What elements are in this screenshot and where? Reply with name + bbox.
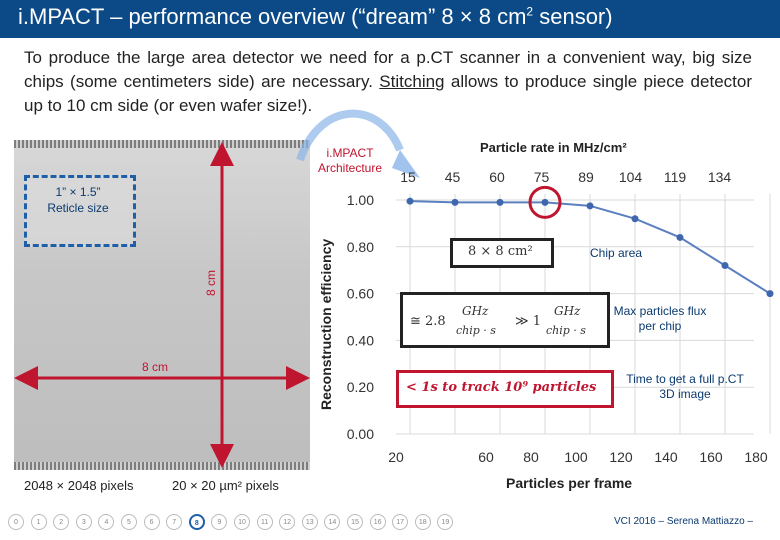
title-end: sensor) — [533, 4, 613, 29]
chart-title: Particle rate in MHz/cm² — [480, 140, 627, 155]
reticle-box — [24, 175, 136, 247]
pager-dot[interactable]: 1 — [30, 514, 47, 530]
pager-dot[interactable]: 6 — [143, 514, 160, 530]
intro-after: allows to produce single piece detector … — [24, 72, 752, 115]
title-accent: i.MPACT — [18, 4, 104, 29]
data-point — [541, 198, 549, 206]
flux-label: Max particles flux per chip — [613, 304, 707, 333]
time-box — [396, 370, 614, 408]
pager-dot[interactable]: 19 — [437, 514, 454, 530]
x-tick-label: 120 — [609, 449, 633, 465]
reticle-label: 1” × 1.5” Reticle size — [28, 184, 128, 216]
slide-title: i.MPACT – performance overview (“dream” … — [18, 4, 613, 30]
y-tick-label: 0.80 — [347, 239, 374, 255]
y-tick-label: 0.00 — [347, 426, 374, 442]
pixel-pitch-label: 20 × 20 µm² pixels — [172, 478, 279, 493]
time-label: Time to get a full p.CT 3D image — [626, 372, 744, 401]
pager-dot[interactable]: 4 — [98, 514, 115, 530]
data-point — [766, 290, 774, 298]
chip-area-box — [450, 238, 554, 268]
top-tick-label: 15 — [400, 169, 416, 185]
pager-dot[interactable]: 10 — [234, 514, 250, 530]
reticle-label-text: Reticle size — [47, 201, 109, 215]
chip-edge-top — [14, 140, 310, 148]
stitching-link[interactable]: Stitching — [379, 72, 445, 91]
chart-xlabel: Particles per frame — [506, 475, 633, 491]
architecture-curve-arrow — [296, 109, 404, 162]
chip-area-box-text: 8 × 8 cm² — [468, 244, 533, 259]
pager-dot[interactable]: 5 — [121, 514, 137, 530]
pager-dot[interactable]: 3 — [75, 514, 92, 530]
title-sup: 2 — [526, 4, 534, 19]
data-point — [451, 198, 459, 206]
data-point — [586, 202, 594, 210]
y-tick-label: 0.60 — [347, 286, 374, 302]
pager-dot[interactable]: 0 — [8, 514, 24, 530]
x-tick-label: 180 — [744, 449, 768, 465]
pager-dot[interactable]: 7 — [166, 514, 183, 530]
x-tick-label: 60 — [478, 449, 494, 465]
architecture-arrow-head — [392, 150, 420, 178]
pager-dot[interactable]: 12 — [279, 514, 296, 530]
y-tick-label: 1.00 — [347, 192, 374, 208]
flux-box-ghz1: GHz — [462, 304, 489, 318]
width-label: 8 cm — [142, 360, 169, 374]
x-tick-label: 160 — [699, 449, 723, 465]
highlight-circle — [528, 185, 562, 219]
chip-edge-bottom — [14, 462, 310, 470]
architecture-line1: i.MPACT — [326, 146, 374, 160]
pager-dot[interactable]: 17 — [392, 514, 409, 530]
top-tick-label: 119 — [664, 169, 687, 185]
data-point — [496, 198, 504, 206]
pager-dot[interactable]: 8 — [188, 514, 205, 530]
data-point — [721, 262, 729, 270]
top-tick-label: 45 — [445, 169, 461, 185]
top-tick-label: 60 — [489, 169, 505, 185]
flux-box — [400, 292, 610, 348]
pager-dot[interactable]: 15 — [347, 514, 363, 530]
flux-box-unit1: chip · s — [456, 324, 496, 337]
pager-dot[interactable]: 2 — [53, 514, 70, 530]
y-tick-label: 0.40 — [347, 332, 374, 348]
reticle-label-size: 1” × 1.5” — [55, 185, 101, 199]
flux-box-gg: ≫ 1 — [515, 314, 542, 329]
top-tick-label: 75 — [534, 169, 550, 185]
top-tick-label: 134 — [708, 169, 732, 185]
top-tick-label: 104 — [619, 169, 643, 185]
x-tick-label: 20 — [388, 449, 404, 465]
intro-paragraph: To produce the large area detector we ne… — [24, 46, 752, 118]
x-tick-label: 100 — [564, 449, 588, 465]
slide-header: i.MPACT – performance overview (“dream” … — [0, 0, 780, 38]
flux-box-approx: ≅ 2.8 — [410, 314, 446, 329]
top-tick-label: 89 — [578, 169, 594, 185]
title-rest: – performance overview (“dream” 8 × 8 cm — [103, 4, 527, 29]
flux-box-ghz2: GHz — [554, 304, 581, 318]
pager-dot[interactable]: 18 — [414, 514, 431, 530]
time-box-text: < 1s to track 10⁹ particles — [406, 380, 597, 395]
pixel-count-label: 2048 × 2048 pixels — [24, 478, 134, 493]
x-tick-label: 140 — [654, 449, 678, 465]
x-tick-label: 80 — [523, 449, 539, 465]
data-point — [631, 215, 639, 223]
pager-dot[interactable]: 16 — [369, 514, 386, 530]
intro-before: To produce the large area detector we ne… — [24, 48, 752, 91]
y-tick-label: 0.20 — [347, 379, 374, 395]
pager-dot[interactable]: 14 — [324, 514, 341, 530]
footer-credit: VCI 2016 – Serena Mattiazzo – — [614, 516, 753, 527]
pager-dot[interactable]: 9 — [211, 514, 228, 530]
pager-dot[interactable]: 11 — [256, 514, 273, 530]
chip-area-label: Chip area — [589, 246, 643, 260]
flux-box-unit2: chip · s — [546, 324, 586, 337]
pager-dot[interactable]: 13 — [301, 514, 318, 530]
architecture-line2: Architecture — [317, 161, 383, 175]
data-point — [676, 233, 684, 241]
data-point — [406, 197, 414, 205]
architecture-label: i.MPACT Architecture — [314, 146, 386, 176]
